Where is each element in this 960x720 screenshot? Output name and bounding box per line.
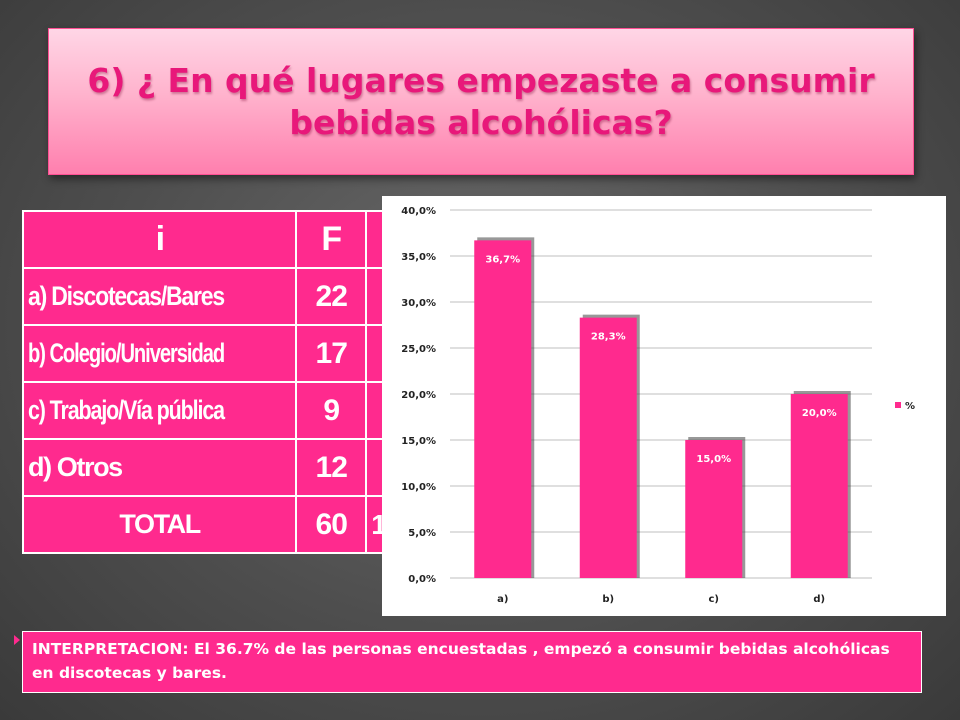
row-frequency: 9 [295, 381, 368, 440]
row-label: d) Otros [21, 438, 298, 497]
slide-title: 6) ¿ En qué lugares empezaste a consumir… [87, 60, 875, 142]
row-frequency: 22 [295, 267, 368, 326]
row-label: c) Trabajo/Vía pública [21, 381, 298, 440]
header-cell-i: i [21, 210, 298, 269]
row-label: b) Colegio/Universidad [21, 324, 298, 383]
y-tick-label: 0,0% [408, 574, 436, 585]
data-label: 20,0% [802, 408, 837, 419]
total-label: TOTAL [21, 495, 298, 554]
data-label: 28,3% [591, 332, 626, 343]
row-frequency: 17 [295, 324, 368, 383]
bar [579, 317, 637, 578]
y-tick-label: 5,0% [408, 528, 436, 539]
bullet-arrow-icon [14, 635, 20, 645]
y-tick-label: 35,0% [401, 252, 436, 263]
y-tick-label: 10,0% [401, 482, 436, 493]
data-label: 15,0% [696, 454, 731, 465]
data-label: 36,7% [485, 254, 520, 265]
y-tick-label: 15,0% [401, 436, 436, 447]
x-tick-label: c) [709, 594, 720, 605]
y-tick-label: 30,0% [401, 298, 436, 309]
title-banner: 6) ¿ En qué lugares empezaste a consumir… [48, 28, 914, 175]
bar-chart: 0,0% 5,0% 10,0% 15,0% 20,0% 25,0% 30,0% 35,0% 40… [382, 196, 946, 616]
y-tick-label: 40,0% [401, 206, 436, 217]
y-tick-label: 25,0% [401, 344, 436, 355]
bar [474, 240, 532, 579]
x-tick-label: d) [813, 594, 825, 605]
total-frequency: 60 [295, 495, 368, 554]
row-label: a) Discotecas/Bares [21, 267, 298, 326]
bar [685, 440, 743, 578]
bar-chart-svg: 0,0% 5,0% 10,0% 15,0% 20,0% 25,0% 30,0% 35,0% 40… [401, 206, 915, 605]
bar [790, 394, 848, 578]
x-tick-label: a) [497, 594, 508, 605]
legend-label: % [905, 401, 915, 412]
x-tick-label: b) [602, 594, 614, 605]
row-frequency: 12 [295, 438, 368, 497]
interpretation-text: INTERPRETACION: El 36.7% de las personas… [22, 631, 922, 693]
y-tick-label: 20,0% [401, 390, 436, 401]
legend-swatch [895, 402, 901, 408]
header-cell-f: F [295, 210, 368, 269]
